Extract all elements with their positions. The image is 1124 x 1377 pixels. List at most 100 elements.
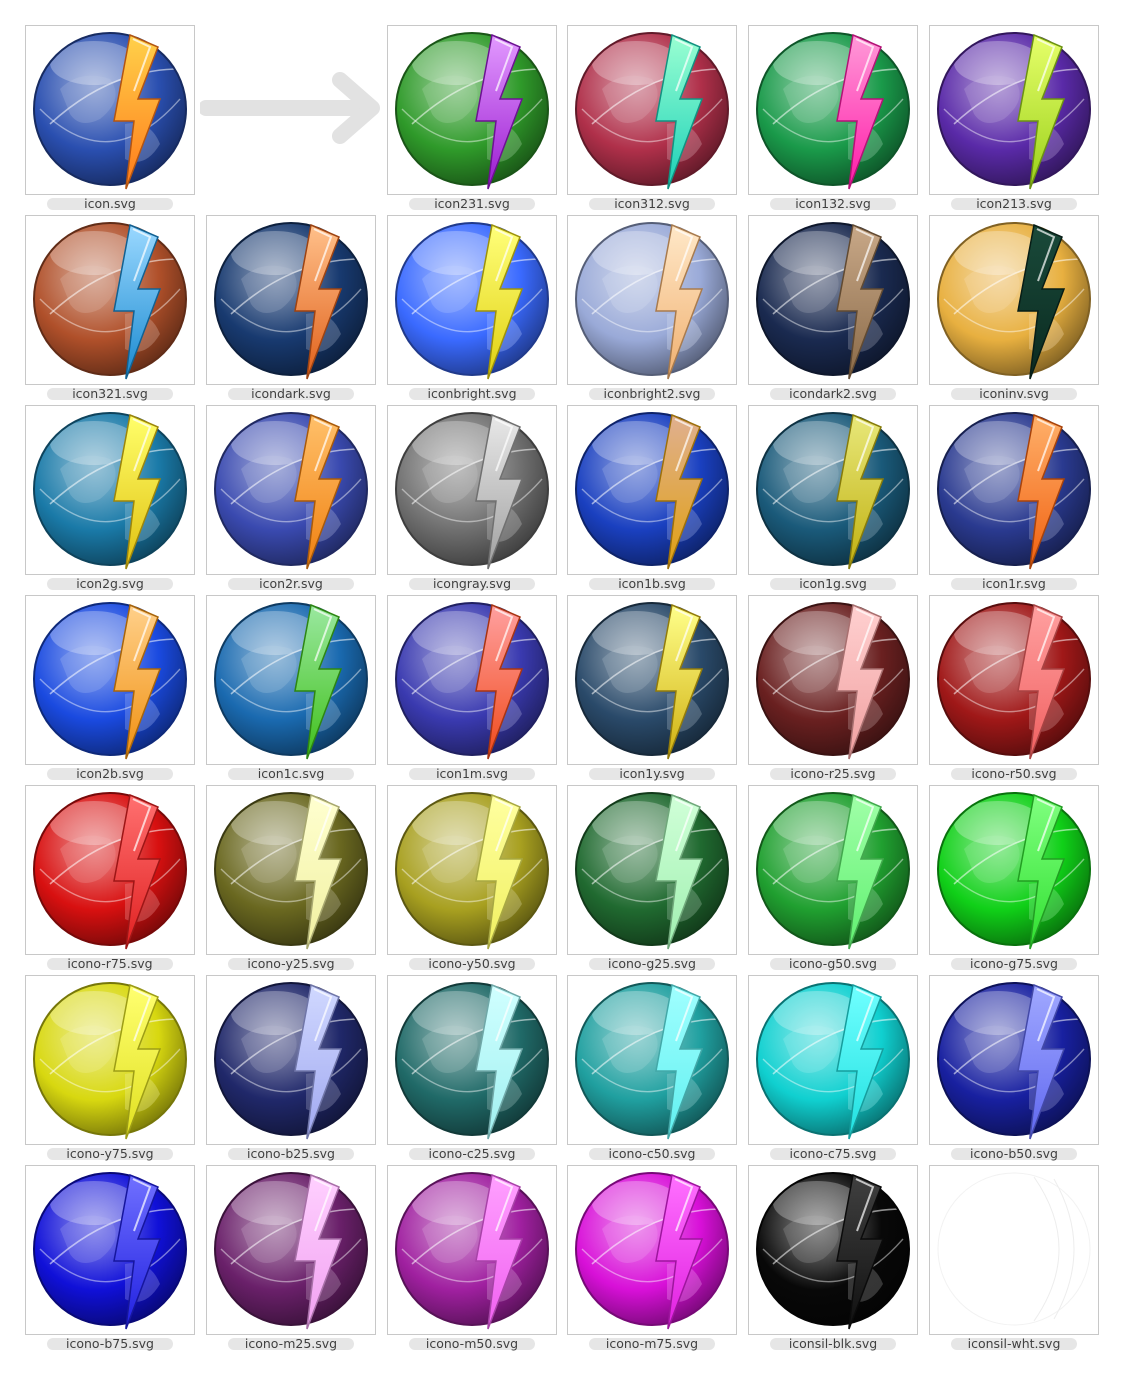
globe-lightning-icon [211,789,371,951]
icon-preview-tile[interactable] [929,595,1099,765]
globe-lightning-icon [572,409,732,571]
icon-preview-tile[interactable] [387,1165,557,1335]
icon-preview-tile[interactable] [387,595,557,765]
icon-preview-tile[interactable] [748,785,918,955]
globe-lightning-icon [211,599,371,761]
icon-preview-tile[interactable] [929,1165,1099,1335]
icon-preview-tile[interactable] [929,25,1099,195]
globe-lightning-icon [30,979,190,1141]
globe-lightning-icon [934,789,1094,951]
icon-cell: icon1y.svg [567,595,737,780]
icon-cell: iconsil-blk.svg [748,1165,918,1350]
icon-filename-label: icono-y25.svg [228,958,354,970]
icon-cell: icono-m75.svg [567,1165,737,1350]
icon-preview-tile[interactable] [567,595,737,765]
globe-lightning-icon [392,219,552,381]
globe-lightning-icon [753,29,913,191]
icon-cell: icono-g25.svg [567,785,737,970]
icon-preview-tile[interactable] [567,1165,737,1335]
icon-cell: icon1r.svg [929,405,1099,590]
icon-preview-tile[interactable] [567,975,737,1145]
icon-filename-label: icono-c75.svg [770,1148,896,1160]
icon-preview-tile[interactable] [25,1165,195,1335]
icon-preview-tile[interactable] [206,595,376,765]
icon-preview-tile[interactable] [748,975,918,1145]
icon-preview-tile[interactable] [206,975,376,1145]
globe-lightning-icon [753,599,913,761]
icon-preview-tile[interactable] [206,1165,376,1335]
icon-filename-label: icon1r.svg [951,578,1077,590]
icon-filename-label: icon1c.svg [228,768,354,780]
icon-preview-tile[interactable] [748,405,918,575]
icon-preview-tile[interactable] [206,215,376,385]
icon-filename-label: icono-m25.svg [228,1338,354,1350]
globe-lightning-icon [392,1169,552,1331]
icon-cell: iconinv.svg [929,215,1099,400]
globe-lightning-icon [211,1169,371,1331]
icon-filename-label: icono-m75.svg [589,1338,715,1350]
icon-preview-tile[interactable] [748,1165,918,1335]
icon-preview-tile[interactable] [748,25,918,195]
icon-filename-label: icon231.svg [409,198,535,210]
icon-preview-tile[interactable] [25,975,195,1145]
globe-lightning-icon [572,789,732,951]
icon-cell: icono-b50.svg [929,975,1099,1160]
icon-preview-tile[interactable] [387,785,557,955]
icon-preview-tile[interactable] [567,215,737,385]
icon-cell: icon.svg [25,25,195,210]
icon-preview-tile[interactable] [567,25,737,195]
globe-lightning-icon [30,409,190,571]
icon-preview-tile[interactable] [929,405,1099,575]
globe-lightning-icon [753,219,913,381]
icon-filename-label: icono-b25.svg [228,1148,354,1160]
globe-lightning-icon [753,409,913,571]
globe-lightning-icon [392,789,552,951]
icon-cell: icono-y75.svg [25,975,195,1160]
icon-cell: icono-b75.svg [25,1165,195,1350]
icon-preview-tile[interactable] [748,215,918,385]
icon-cell: icon1b.svg [567,405,737,590]
icon-preview-tile[interactable] [387,25,557,195]
globe-lightning-icon [211,219,371,381]
icon-preview-tile[interactable] [25,785,195,955]
icon-preview-tile[interactable] [567,405,737,575]
icon-cell: icondark.svg [206,215,376,400]
icon-preview-tile[interactable] [387,975,557,1145]
icon-cell: icono-y25.svg [206,785,376,970]
icon-cell: icono-b25.svg [206,975,376,1160]
icon-filename-label: icono-y75.svg [47,1148,173,1160]
icon-preview-tile[interactable] [929,785,1099,955]
icon-preview-tile[interactable] [748,595,918,765]
icon-preview-tile[interactable] [25,25,195,195]
icon-preview-tile[interactable] [25,595,195,765]
icon-filename-label: icon.svg [47,198,173,210]
icon-preview-tile[interactable] [206,405,376,575]
icon-preview-tile[interactable] [206,785,376,955]
globe-lightning-icon [211,409,371,571]
icon-preview-tile[interactable] [25,405,195,575]
icon-preview-tile[interactable] [929,975,1099,1145]
icon-filename-label: iconinv.svg [951,388,1077,400]
icon-cell: icono-c75.svg [748,975,918,1160]
icon-filename-label: icono-g50.svg [770,958,896,970]
icon-filename-label: icono-r75.svg [47,958,173,970]
icon-filename-label: iconbright2.svg [589,388,715,400]
icon-cell: icono-r25.svg [748,595,918,780]
globe-lightning-icon [572,219,732,381]
icon-cell: icondark2.svg [748,215,918,400]
globe-lightning-icon [934,409,1094,571]
icon-preview-tile[interactable] [387,405,557,575]
icon-filename-label: icon1y.svg [589,768,715,780]
icon-cell: icono-r75.svg [25,785,195,970]
globe-lightning-icon [572,29,732,191]
icon-filename-label: icon1b.svg [589,578,715,590]
icon-cell: iconbright2.svg [567,215,737,400]
globe-lightning-icon [934,599,1094,761]
icon-preview-tile[interactable] [567,785,737,955]
icon-preview-tile[interactable] [387,215,557,385]
icon-cell: icono-c50.svg [567,975,737,1160]
icon-preview-tile[interactable] [929,215,1099,385]
icon-preview-tile[interactable] [25,215,195,385]
icon-filename-label: icono-b50.svg [951,1148,1077,1160]
globe-lightning-icon [753,789,913,951]
